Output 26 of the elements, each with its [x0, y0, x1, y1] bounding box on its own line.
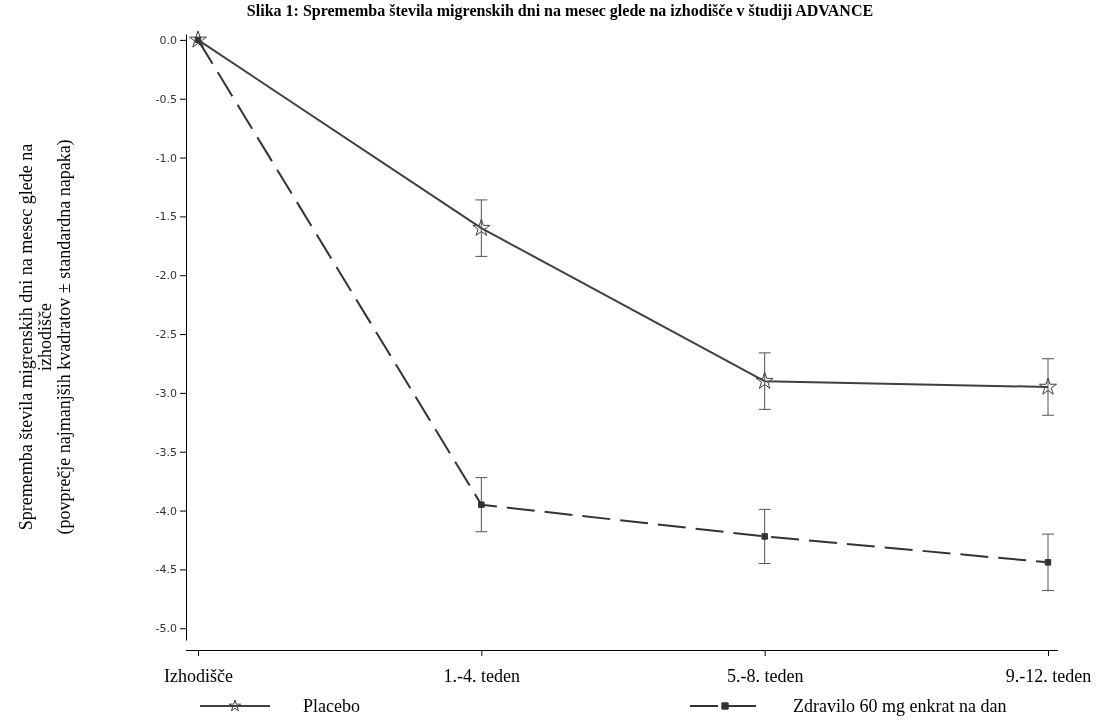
y-tick-label: -3.0 — [155, 386, 177, 400]
y-tick-label: -0.5 — [155, 92, 177, 106]
y-tick-label: 0.0 — [159, 33, 177, 47]
y-tick-label: -4.5 — [155, 563, 177, 577]
point — [472, 218, 491, 236]
x-tick-label: Izhodišče — [164, 666, 233, 687]
point — [188, 30, 208, 48]
legend-label: Zdravilo 60 mg enkrat na dan — [793, 696, 1007, 716]
x-tick-label: 1.-4. teden — [443, 666, 521, 687]
y-axis-title: Sprememba števila migrenskih dni na mesec glede na izhodišče (povprečje najmanjših kvadratov ± standardna napaka) — [16, 139, 75, 535]
point — [478, 501, 485, 508]
y-tick-label: -1.0 — [155, 151, 177, 165]
y-tick-label: -2.0 — [155, 269, 177, 283]
chart-title: Slika 1: Sprememba števila migrenskih dni na mesec glede na izhodišče v študiji ADVANCE — [246, 2, 874, 20]
y-tick-label: -2.5 — [155, 328, 177, 342]
point — [761, 533, 768, 540]
x-tick-label: 5.-8. teden — [726, 666, 804, 687]
y-tick-label: -1.5 — [155, 210, 177, 224]
y-tick-label: -3.5 — [155, 445, 177, 459]
x-tick-label: 9.-12. teden — [1005, 666, 1092, 687]
point — [755, 371, 774, 389]
point — [1044, 559, 1052, 566]
y-tick-label: -5.0 — [155, 622, 177, 636]
y-tick-label: -4.0 — [155, 504, 177, 518]
point — [1038, 377, 1058, 395]
legend-label: Placebo — [303, 696, 360, 716]
